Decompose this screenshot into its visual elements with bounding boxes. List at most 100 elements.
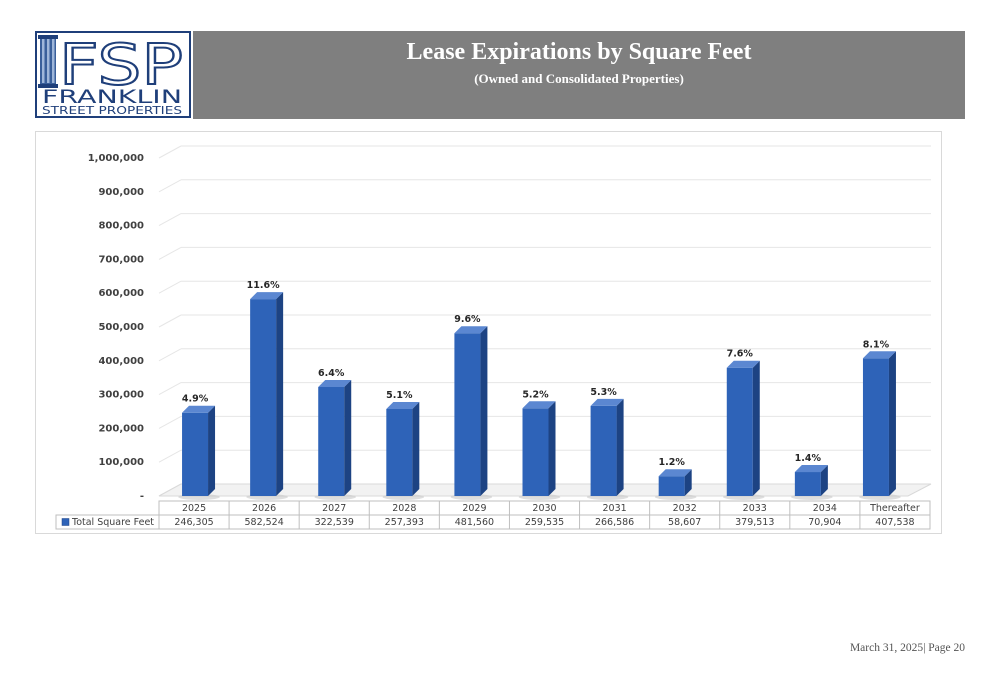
gridline-diagonal — [158, 348, 182, 362]
table-value-cell: 322,539 — [315, 517, 354, 528]
bar-front — [794, 472, 821, 496]
y-tick-label: 600,000 — [98, 288, 144, 299]
gridline-diagonal — [158, 145, 182, 159]
x-tick-label: Thereafter — [869, 503, 920, 514]
bar — [314, 379, 357, 500]
x-tick-label: 2027 — [322, 503, 346, 514]
data-label: 1.4% — [795, 453, 822, 464]
bar — [382, 402, 425, 500]
gridline-diagonal — [158, 382, 182, 396]
y-tick-label: 700,000 — [98, 254, 144, 265]
table-value-cell: 70,904 — [808, 517, 841, 528]
bar-top — [454, 326, 488, 334]
bar-side — [412, 402, 420, 496]
x-tick-label: 2029 — [462, 503, 486, 514]
bar — [586, 398, 629, 500]
data-label: 4.9% — [182, 394, 209, 405]
table-value-cell: 379,513 — [735, 517, 774, 528]
x-tick-label: 2025 — [182, 503, 206, 514]
company-logo: FSP FRANKLIN STREET PROPERTIES — [35, 31, 191, 118]
data-label: 5.2% — [522, 389, 549, 400]
bar-side — [616, 398, 624, 496]
y-tick-label: 400,000 — [98, 356, 144, 367]
y-tick-label: - — [140, 491, 144, 502]
table-legend-cell — [55, 514, 160, 530]
bar-front — [658, 476, 685, 496]
logo-graphic: FSP FRANKLIN STREET PROPERTIES — [38, 33, 184, 116]
gridline-diagonal — [158, 449, 182, 463]
table-value-cell: 582,524 — [244, 517, 283, 528]
table-value-cell: 246,305 — [174, 517, 213, 528]
y-tick-label: 900,000 — [98, 187, 144, 198]
y-tick-label: 1,000,000 — [88, 153, 144, 164]
data-label: 8.1% — [863, 339, 890, 350]
bar-front — [454, 333, 481, 496]
bar-side — [344, 379, 352, 496]
header-band: Lease Expirations by Square Feet (Owned … — [193, 31, 965, 119]
data-label: 1.2% — [659, 457, 686, 468]
bar-side — [276, 292, 284, 496]
y-tick-label: 200,000 — [98, 423, 144, 434]
x-tick-label: 2033 — [743, 503, 767, 514]
table-value-cell: 481,560 — [455, 517, 494, 528]
data-label: 11.6% — [247, 280, 280, 291]
y-tick-label: 800,000 — [98, 221, 144, 232]
bar-side — [752, 360, 760, 496]
data-labels: 4.9% 11.6% 6.4% 5.1% 9.6% 5.2% 5.3% 1.2% 7.6% 1.4… — [182, 280, 890, 468]
x-tick-label: 2026 — [252, 503, 276, 514]
page-title: Lease Expirations by Square Feet — [406, 39, 752, 65]
gridline-diagonal — [158, 246, 182, 260]
bar — [791, 465, 833, 500]
bar-top — [522, 401, 556, 409]
data-table: 2025 246,305 2026 582,524 2027 322,539 2028 257… — [55, 500, 931, 530]
bar-side — [208, 405, 216, 496]
bar-top — [658, 469, 692, 477]
y-tick-label: 500,000 — [98, 322, 144, 333]
bar-front — [386, 409, 413, 496]
x-tick-label: 2030 — [532, 503, 556, 514]
data-label: 5.1% — [386, 390, 413, 401]
bar-side — [820, 465, 828, 496]
table-value-cell: 407,538 — [875, 517, 914, 528]
bar-side — [888, 351, 896, 496]
legend-label: Total Square Feet — [71, 517, 154, 528]
bar-side — [548, 401, 556, 496]
data-label: 5.3% — [590, 387, 617, 398]
gridline-diagonal — [158, 314, 182, 328]
bar-front — [182, 412, 209, 496]
bar-top — [386, 402, 420, 410]
gridline-diagonal — [158, 179, 182, 193]
table-value-cell: 58,607 — [668, 517, 701, 528]
bar-front — [522, 408, 549, 496]
logo-monogram: FSP — [59, 33, 183, 98]
x-tick-label: 2034 — [813, 503, 837, 514]
table-value-cell: 266,586 — [595, 517, 634, 528]
bar-top — [862, 351, 896, 359]
gridline-diagonal — [158, 213, 182, 227]
gridline-diagonal — [158, 415, 182, 429]
bar-side — [480, 326, 488, 496]
gridline-diagonal — [158, 280, 182, 294]
chart-frame: - 100,000 200,000 300,000 400,000 500,000 600,… — [35, 131, 942, 534]
bar-front — [726, 367, 753, 496]
bar — [450, 326, 493, 500]
bars — [178, 292, 901, 500]
bar-front — [318, 386, 345, 496]
logo-line1: FRANKLIN — [42, 86, 182, 108]
y-tick-label: 300,000 — [98, 390, 144, 401]
bar — [722, 360, 765, 500]
bar-top — [794, 465, 828, 473]
bar-front — [862, 358, 889, 496]
bar-top — [726, 360, 760, 368]
bar — [178, 405, 220, 500]
data-label: 9.6% — [454, 314, 481, 325]
y-axis: - 100,000 200,000 300,000 400,000 500,000 600,… — [88, 153, 144, 502]
page-footer: March 31, 2025| Page 20 — [849, 642, 965, 654]
data-label: 6.4% — [318, 368, 345, 379]
y-tick-label: 100,000 — [98, 457, 144, 468]
x-tick-label: 2032 — [673, 503, 697, 514]
bar — [246, 292, 288, 500]
table-value-cell: 257,393 — [385, 517, 424, 528]
bar-front — [590, 405, 617, 496]
table-value-cell: 259,535 — [525, 517, 564, 528]
